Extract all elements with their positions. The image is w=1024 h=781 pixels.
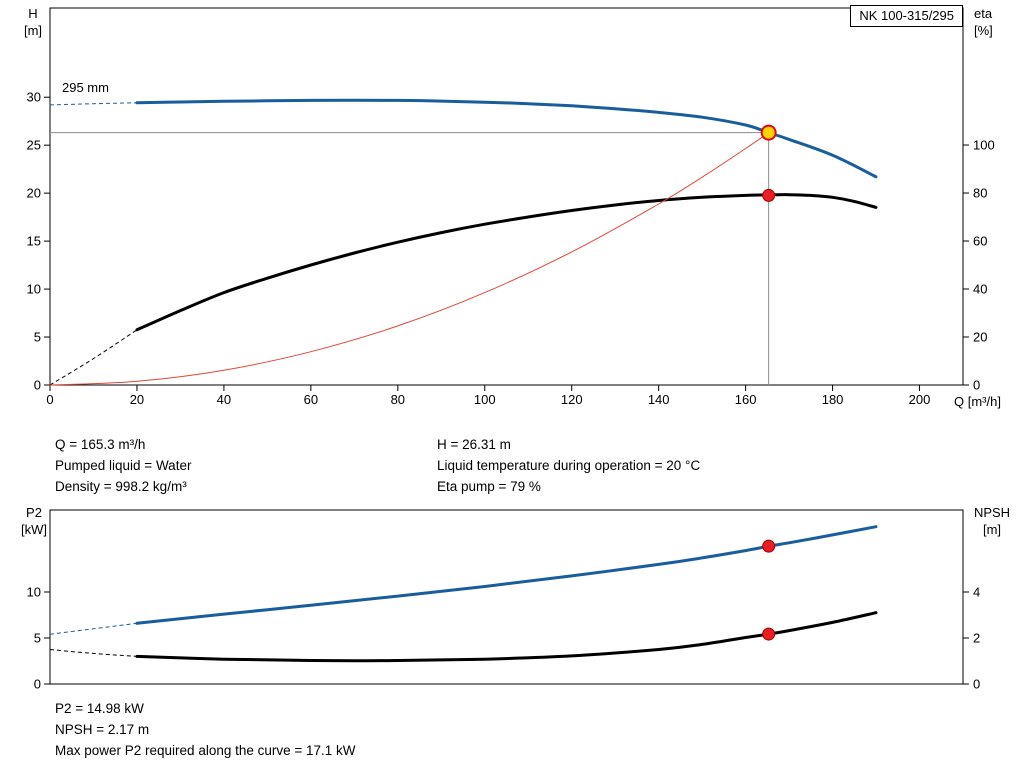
- h-axis-unit-line: [m]: [23, 23, 43, 38]
- left-axis-tick-label: 10: [27, 282, 41, 297]
- right-axis-tick-label: 4: [973, 584, 980, 599]
- x-axis-tick-label: 180: [822, 392, 844, 407]
- q-axis-title: Q [m³/h]: [954, 394, 1001, 409]
- left-axis-tick-label: 30: [27, 90, 41, 105]
- info-line-eta: Eta pump = 79 %: [437, 479, 541, 494]
- npsh-point: [762, 627, 776, 641]
- left-axis-tick-label: 0: [34, 677, 41, 692]
- left-axis-tick-label: 5: [34, 630, 41, 645]
- x-axis-tick-label: 120: [561, 392, 583, 407]
- left-axis-tick-label: 20: [27, 186, 41, 201]
- left-axis-tick-label: 0: [34, 378, 41, 393]
- right-axis-tick-label: 20: [973, 330, 987, 345]
- p2-axis-unit-line: [kW]: [21, 522, 47, 537]
- bottom-info: P2 = 14.98 kW NPSH = 2.17 m Max power P2…: [55, 698, 356, 761]
- x-axis-tick-label: 80: [391, 392, 405, 407]
- info-line-liquid: Pumped liquid = Water: [55, 458, 192, 473]
- p2-axis-title-line: P2: [26, 505, 42, 520]
- plot-frame: [49, 509, 964, 685]
- info-line-temperature: Liquid temperature during operation = 20…: [437, 458, 701, 473]
- p2-axis-title: P2 [kW]: [14, 504, 54, 538]
- npsh-axis-unit-line: [m]: [982, 522, 1002, 537]
- x-axis-tick-label: 60: [304, 392, 318, 407]
- info-line-q: Q = 165.3 m³/h: [55, 437, 146, 452]
- npsh-axis-title: NPSH [m]: [964, 504, 1020, 538]
- duty-info-right: H = 26.31 m Liquid temperature during op…: [437, 434, 700, 497]
- duty-info-left: Q = 165.3 m³/h Pumped liquid = Water Den…: [55, 434, 191, 497]
- right-axis-tick-label: 40: [973, 282, 987, 297]
- info-line-npsh: NPSH = 2.17 m: [55, 722, 150, 737]
- x-axis-tick-label: 20: [130, 392, 144, 407]
- info-line-h: H = 26.31 m: [437, 437, 511, 452]
- head-curve-295mm-dashed-lead: [49, 102, 138, 106]
- efficiency-curve: [135, 193, 878, 332]
- left-axis-tick-label: 25: [27, 138, 41, 153]
- h-axis-title: H [m]: [14, 5, 52, 39]
- duty-parabola: [49, 132, 770, 386]
- plot-frame: [49, 7, 964, 386]
- npsh-curve: [135, 611, 878, 663]
- x-axis-tick-label: 200: [909, 392, 931, 407]
- left-axis-tick-label: 5: [34, 330, 41, 345]
- left-axis-tick-label: 15: [27, 234, 41, 249]
- x-axis-tick-label: 0: [46, 392, 53, 407]
- info-line-p2: P2 = 14.98 kW: [55, 701, 144, 716]
- eta-point: [762, 188, 776, 202]
- pump-model-badge: NK 100-315/295: [850, 5, 963, 27]
- info-line-maxpower: Max power P2 required along the curve = …: [55, 743, 356, 758]
- info-line-density: Density = 998.2 kg/m³: [55, 479, 187, 494]
- p2-curve: [135, 525, 878, 625]
- x-axis-tick-label: 100: [474, 392, 496, 407]
- duty-point: [760, 124, 777, 141]
- right-axis-tick-label: 100: [973, 138, 995, 153]
- x-axis-tick-label: 160: [735, 392, 757, 407]
- impeller-diameter-label: 295 mm: [62, 80, 109, 95]
- efficiency-curve-dashed-lead: [49, 329, 138, 386]
- right-axis-tick-label: 0: [973, 378, 980, 393]
- p2-point: [762, 539, 776, 553]
- p2-curve-dashed-lead: [49, 622, 138, 635]
- left-axis-tick-label: 10: [27, 584, 41, 599]
- eta-axis-title: eta [%]: [970, 5, 1020, 39]
- npsh-axis-title-line: NPSH: [973, 505, 1011, 520]
- npsh-curve-dashed-lead: [49, 649, 138, 657]
- x-axis-tick-label: 140: [648, 392, 670, 407]
- eta-axis-unit-line: [%]: [974, 23, 993, 38]
- right-axis-tick-label: 80: [973, 186, 987, 201]
- right-axis-tick-label: 0: [973, 677, 980, 692]
- right-axis-tick-label: 60: [973, 234, 987, 249]
- x-axis-tick-label: 40: [217, 392, 231, 407]
- right-axis-tick-label: 2: [973, 630, 980, 645]
- eta-axis-title-line: eta: [974, 6, 993, 21]
- h-axis-title-line: H: [28, 6, 38, 21]
